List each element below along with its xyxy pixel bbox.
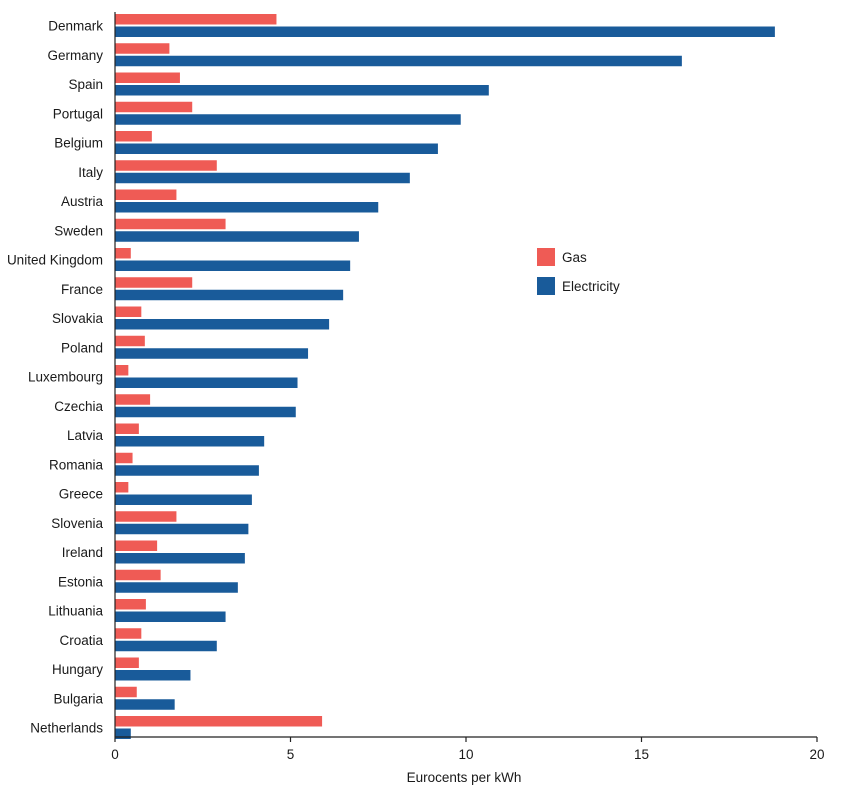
bar-gas-greece xyxy=(115,482,129,493)
bar-electricity-lithuania xyxy=(115,611,226,622)
category-label-sweden: Sweden xyxy=(54,223,103,238)
category-label-latvia: Latvia xyxy=(67,428,104,443)
x-tick-label-20: 20 xyxy=(809,747,824,762)
bar-gas-portugal xyxy=(115,101,193,113)
bar-electricity-belgium xyxy=(115,143,438,154)
bar-electricity-netherlands xyxy=(115,728,131,739)
bar-electricity-czechia xyxy=(115,406,296,418)
legend-swatch-gas xyxy=(537,248,555,266)
bar-electricity-latvia xyxy=(115,436,265,447)
category-label-portugal: Portugal xyxy=(53,106,103,121)
category-label-estonia: Estonia xyxy=(58,574,104,589)
bar-gas-hungary xyxy=(115,657,139,668)
bar-electricity-france xyxy=(115,289,344,301)
bar-electricity-portugal xyxy=(115,114,461,125)
bar-gas-france xyxy=(115,277,193,288)
bar-gas-poland xyxy=(115,335,145,347)
category-label-hungary: Hungary xyxy=(52,662,103,677)
x-tick-label-0: 0 xyxy=(111,747,119,762)
category-label-italy: Italy xyxy=(78,165,103,180)
bar-gas-united-kingdom xyxy=(115,248,131,259)
bar-gas-estonia xyxy=(115,569,161,581)
bar-electricity-slovenia xyxy=(115,523,249,535)
category-label-czechia: Czechia xyxy=(54,399,103,414)
category-label-ireland: Ireland xyxy=(62,545,103,560)
bar-electricity-ireland xyxy=(115,553,245,564)
bar-electricity-luxembourg xyxy=(115,377,298,388)
bar-gas-czechia xyxy=(115,394,151,405)
x-tick-label-15: 15 xyxy=(634,747,649,762)
x-tick-label-10: 10 xyxy=(458,747,473,762)
legend-swatch-electricity xyxy=(537,277,555,295)
bar-gas-lithuania xyxy=(115,599,146,610)
bar-electricity-poland xyxy=(115,348,309,359)
bar-electricity-sweden xyxy=(115,231,359,242)
bar-gas-belgium xyxy=(115,131,152,142)
category-label-poland: Poland xyxy=(61,340,103,355)
bar-gas-latvia xyxy=(115,423,139,434)
bar-electricity-romania xyxy=(115,465,259,476)
bar-electricity-croatia xyxy=(115,640,217,652)
bar-gas-bulgaria xyxy=(115,686,137,698)
bar-gas-denmark xyxy=(115,14,277,25)
bar-electricity-estonia xyxy=(115,582,238,593)
legend-label-electricity: Electricity xyxy=(562,279,620,294)
bar-gas-austria xyxy=(115,189,177,200)
category-label-slovenia: Slovenia xyxy=(51,516,103,531)
bar-electricity-greece xyxy=(115,494,252,505)
category-label-united-kingdom: United Kingdom xyxy=(7,253,103,268)
category-label-belgium: Belgium xyxy=(54,136,103,151)
category-label-spain: Spain xyxy=(68,77,103,92)
bar-electricity-spain xyxy=(115,85,489,96)
x-tick-label-5: 5 xyxy=(287,747,295,762)
bar-gas-sweden xyxy=(115,218,226,230)
bar-gas-luxembourg xyxy=(115,365,129,376)
bar-gas-italy xyxy=(115,160,217,171)
bar-gas-croatia xyxy=(115,628,142,639)
bar-gas-spain xyxy=(115,72,180,83)
bar-electricity-bulgaria xyxy=(115,699,175,710)
category-label-lithuania: Lithuania xyxy=(48,604,103,619)
bar-electricity-united-kingdom xyxy=(115,260,351,271)
bar-electricity-austria xyxy=(115,202,379,213)
category-label-france: France xyxy=(61,282,103,297)
bar-gas-germany xyxy=(115,43,170,54)
legend-label-gas: Gas xyxy=(562,250,587,265)
bar-electricity-germany xyxy=(115,55,682,67)
category-label-bulgaria: Bulgaria xyxy=(53,691,103,706)
bar-gas-slovakia xyxy=(115,306,142,317)
bar-gas-netherlands xyxy=(115,716,323,727)
category-label-luxembourg: Luxembourg xyxy=(28,370,103,385)
bar-electricity-denmark xyxy=(115,26,775,37)
category-label-greece: Greece xyxy=(59,487,103,502)
category-label-austria: Austria xyxy=(61,194,104,209)
category-label-denmark: Denmark xyxy=(48,19,103,34)
bar-electricity-hungary xyxy=(115,670,191,681)
bar-gas-romania xyxy=(115,452,133,464)
category-label-netherlands: Netherlands xyxy=(30,721,103,736)
category-label-germany: Germany xyxy=(47,48,103,63)
bar-electricity-slovakia xyxy=(115,319,330,330)
bar-gas-slovenia xyxy=(115,511,177,522)
category-label-romania: Romania xyxy=(49,457,104,472)
category-label-croatia: Croatia xyxy=(59,633,103,648)
bar-electricity-italy xyxy=(115,172,410,184)
bar-gas-ireland xyxy=(115,540,158,551)
x-axis-title: Eurocents per kWh xyxy=(407,770,522,785)
category-label-slovakia: Slovakia xyxy=(52,311,104,326)
